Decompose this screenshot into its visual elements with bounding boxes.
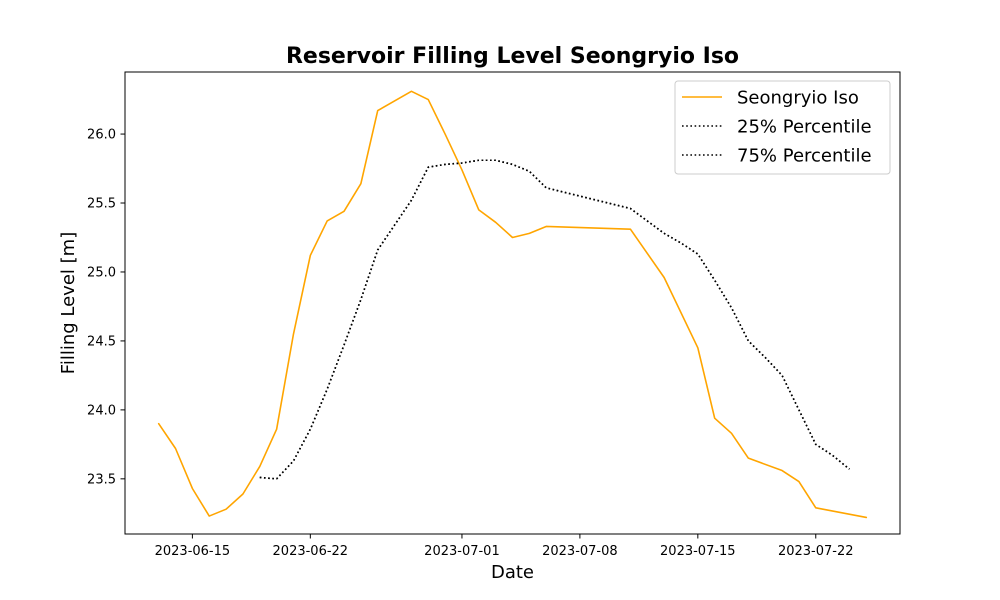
legend-label-2: 25% Percentile [737, 117, 872, 138]
series-line-3 [259, 159, 850, 480]
y-tick-label: 24.5 [87, 334, 116, 349]
y-axis-label: Filling Level [m] [58, 232, 79, 374]
y-tick-label: 23.5 [87, 472, 116, 487]
x-axis: 2023-06-15 2023-06-22 2023-07-01 2023-07-08… [155, 534, 854, 559]
x-tick-label: 2023-07-01 [424, 544, 500, 559]
legend-label-1: Seongryio Iso [737, 88, 859, 109]
legend: Seongryio Iso 25% Percentile 75% Percentil… [674, 80, 891, 175]
y-axis: 23.5 24.0 24.5 25.0 25.5 26.0 [87, 128, 125, 487]
y-tick-label: 24.0 [87, 403, 116, 418]
y-tick-label: 25.5 [87, 197, 116, 212]
plot-frame [124, 71, 901, 535]
series-layer [157, 90, 868, 519]
chart-title: Reservoir Filling Level Seongryio Iso [286, 44, 739, 69]
x-tick-label: 2023-07-08 [542, 544, 618, 559]
x-tick-label: 2023-07-22 [778, 544, 854, 559]
x-axis-label: Date [491, 562, 534, 583]
legend-label-3: 75% Percentile [737, 146, 872, 167]
x-tick-label: 2023-07-15 [660, 544, 736, 559]
legend-box [674, 80, 891, 175]
y-tick-label: 25.0 [87, 265, 116, 280]
y-tick-label: 26.0 [87, 128, 116, 143]
x-tick-label: 2023-06-15 [155, 544, 231, 559]
x-tick-label: 2023-06-22 [273, 544, 349, 559]
series-line-1 [157, 90, 868, 519]
